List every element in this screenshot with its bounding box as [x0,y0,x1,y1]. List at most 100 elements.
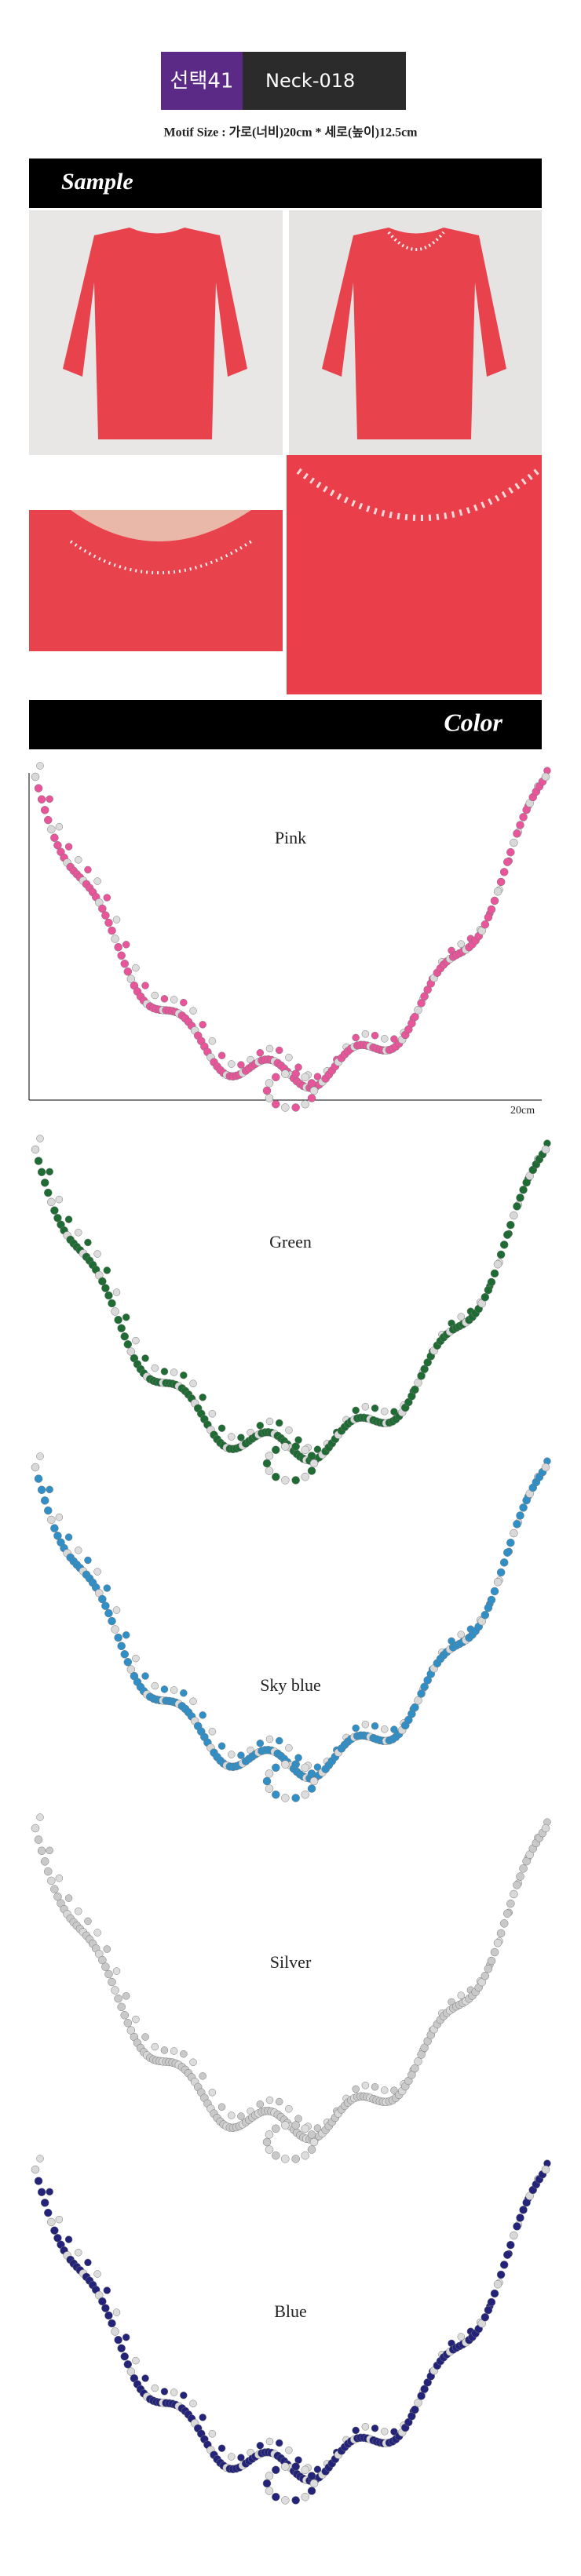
stone [411,1385,419,1394]
stone [519,1186,528,1194]
stone [313,2465,322,2473]
stone [98,1277,107,1286]
stone [487,1956,496,1966]
stone [104,918,113,927]
stone [352,2085,360,2093]
stone [307,2130,316,2139]
stone [291,2155,300,2163]
stone [285,1053,293,1062]
stone [132,1654,140,1663]
stone [217,1051,226,1059]
stone [84,865,92,874]
stone [47,825,56,834]
stone [53,1532,62,1540]
stone [301,1445,309,1455]
stone [108,1977,116,1987]
stone [117,2002,126,2012]
stone [510,1528,518,1538]
stone [411,1703,419,1712]
stone [309,2479,319,2488]
stone [414,1006,422,1015]
stone [381,2428,389,2436]
stone [160,2046,169,2054]
stone [484,913,493,922]
stone [151,1682,159,1690]
stone [513,1202,521,1211]
stone [44,815,53,825]
stone [104,1609,113,1618]
stone [120,2011,129,2020]
stone [64,1894,73,1902]
stone [34,784,43,792]
stone [291,2462,300,2471]
stone [189,1007,197,1015]
stone [126,1347,136,1356]
stone [309,2137,319,2147]
stone [291,1794,300,1802]
motif: Green [31,1135,551,1485]
stone [457,940,465,948]
stone [50,1206,59,1215]
stone [44,2208,53,2217]
motif-size: Motif Size : 가로(너비)20cm * 세로(높이)12.5cm [163,126,418,140]
stone [170,1368,178,1376]
stone [151,991,159,1000]
stone [103,1266,111,1274]
stone [265,1452,274,1460]
stone [36,1135,44,1142]
stone [228,2453,236,2461]
stone [499,1241,509,1249]
stone [281,2462,290,2471]
stone [390,2428,398,2436]
stone [114,942,122,952]
stone [457,2333,465,2341]
stone [122,1992,130,2000]
badge-bg [161,52,243,110]
stone [53,1214,62,1222]
stone [228,1060,236,1068]
stone [160,2388,169,2396]
stone [313,1445,322,1453]
stone [272,1073,280,1082]
stone [420,2043,429,2053]
stone [496,1929,506,1938]
stone [516,1872,524,1881]
stone [519,1503,528,1512]
stone [281,2121,290,2130]
stone [309,1776,319,1786]
stone [265,2145,274,2154]
stone [510,1211,518,1220]
stone [93,1568,101,1576]
stone [272,1099,280,1109]
motif: Silver [31,1813,551,2163]
stone [493,1259,502,1269]
stone [217,1742,226,1750]
sample-bar [29,158,542,208]
stone [457,1313,465,1321]
stone [103,894,111,902]
stone [503,2250,512,2259]
stone [228,1751,236,1758]
stone [98,2297,107,2306]
stone [180,2391,188,2399]
stone [120,1650,129,1659]
stone [361,1721,370,1729]
stone [208,2430,217,2438]
stone [237,1434,245,1441]
stone [31,1463,40,1472]
stone [265,1784,274,1793]
stone [101,911,110,920]
stone [237,2454,245,2461]
stone [46,2188,53,2196]
stone [34,1157,43,1165]
stone [291,1476,300,1485]
stone [272,2465,280,2475]
stone [272,2492,280,2501]
motifs: Pink Green Sky blue Silver Blue [31,762,551,2505]
stone [75,856,82,864]
stone [265,2096,274,2104]
stone [104,1969,113,1979]
stone [75,1229,82,1237]
stone [352,1406,360,1415]
stone [307,2472,316,2480]
